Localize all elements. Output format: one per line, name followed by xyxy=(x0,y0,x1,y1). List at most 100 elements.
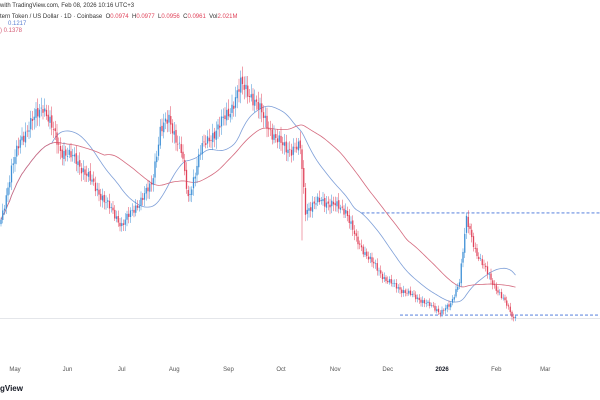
candle-body xyxy=(100,193,102,200)
candle-body xyxy=(451,298,454,303)
ma-slow-value: 0.1378 xyxy=(3,28,23,34)
candle-body xyxy=(492,280,494,286)
tradingview-logo: gView xyxy=(0,384,23,393)
candle-body xyxy=(45,109,48,117)
candle-body xyxy=(408,290,410,294)
candle-body xyxy=(507,305,510,307)
candle-body xyxy=(9,182,11,188)
x-tick-label: Jul xyxy=(117,367,126,373)
candle-body xyxy=(362,246,364,255)
candle-body xyxy=(346,211,349,217)
candle-body xyxy=(124,219,126,225)
candle-body xyxy=(304,188,307,215)
candle-body xyxy=(238,89,240,92)
candle-body xyxy=(289,148,291,150)
candle-body xyxy=(509,306,511,313)
candle-body xyxy=(163,122,165,133)
candle-body xyxy=(212,133,214,143)
candle-body xyxy=(339,207,342,210)
candle-body xyxy=(415,294,417,300)
x-tick-label: 2026 xyxy=(435,367,449,373)
candle-body xyxy=(115,216,118,219)
candle-body xyxy=(430,304,433,306)
candle-body xyxy=(465,215,468,233)
candle-body xyxy=(26,130,28,132)
high-label: H xyxy=(132,14,137,20)
candle-body xyxy=(56,132,58,145)
candle-body xyxy=(359,243,361,245)
candle-body xyxy=(325,202,328,208)
candle-body xyxy=(87,172,90,177)
candle-body xyxy=(98,189,100,195)
candle-body xyxy=(154,161,156,178)
ma-slow-legend: ) 0.1378 xyxy=(0,28,22,34)
candle-body xyxy=(296,146,298,150)
ma-fast-legend: 0.1217 xyxy=(8,21,27,27)
candle-body xyxy=(77,161,79,166)
close-value: 0.0961 xyxy=(187,14,206,20)
candle-body xyxy=(497,290,499,293)
candle-body xyxy=(79,160,81,167)
candle-body xyxy=(171,123,174,134)
candle-body xyxy=(322,199,324,202)
candle-body xyxy=(42,109,44,113)
candle-body xyxy=(173,131,175,135)
candle-body xyxy=(152,178,154,185)
candle-body xyxy=(511,311,513,317)
candle-body xyxy=(105,202,107,203)
price-chart[interactable] xyxy=(0,0,600,360)
candle-body xyxy=(250,94,252,98)
candle-body xyxy=(52,129,55,130)
candle-body xyxy=(436,309,438,312)
candle-body xyxy=(14,157,16,164)
candle-body xyxy=(205,143,207,145)
candle-body xyxy=(420,299,422,303)
candle-body xyxy=(310,207,312,211)
candle-body xyxy=(376,263,378,271)
candle-body xyxy=(332,201,335,205)
candle-body xyxy=(35,109,37,118)
candle-body xyxy=(31,119,34,121)
candle-body xyxy=(254,99,256,106)
close-label: C xyxy=(183,14,188,20)
candle-body xyxy=(117,216,119,223)
candle-body xyxy=(203,141,205,143)
candle-body xyxy=(275,134,277,138)
candle-body xyxy=(136,205,139,208)
candle-body xyxy=(434,305,436,311)
candle-body xyxy=(357,236,359,245)
candle-body xyxy=(17,146,20,149)
candle-body xyxy=(493,284,496,286)
candle-body xyxy=(119,222,121,227)
candle-body xyxy=(59,146,62,151)
candle-body xyxy=(159,126,161,146)
candle-body xyxy=(170,116,172,125)
candle-body xyxy=(157,144,160,156)
candle-body xyxy=(149,183,151,192)
candle-body xyxy=(268,128,270,130)
candle-body xyxy=(353,230,356,235)
candle-body xyxy=(217,124,219,130)
candle-body xyxy=(283,142,286,146)
ma-slow-prefix: ) xyxy=(0,28,2,34)
candle-body xyxy=(345,210,347,214)
candle-body xyxy=(175,129,177,143)
candle-body xyxy=(236,90,238,99)
candle-body xyxy=(374,263,377,265)
candle-body xyxy=(72,155,74,156)
candle-body xyxy=(262,112,265,118)
candle-body xyxy=(271,129,273,140)
candle-body xyxy=(259,103,261,110)
candle-body xyxy=(318,197,321,203)
candle-body xyxy=(488,274,490,275)
x-tick-label: Sep xyxy=(223,367,234,373)
symbol-title: tern Token / US Dollar · 1D · Coinbase xyxy=(0,14,103,20)
symbol-legend: tern Token / US Dollar · 1D · Coinbase O… xyxy=(0,14,238,20)
candle-body xyxy=(96,188,98,191)
candle-body xyxy=(471,229,473,238)
candle-body xyxy=(476,248,478,257)
candle-body xyxy=(413,293,415,295)
candle-body xyxy=(455,289,457,297)
candle-body xyxy=(404,290,406,294)
candle-body xyxy=(355,233,357,236)
